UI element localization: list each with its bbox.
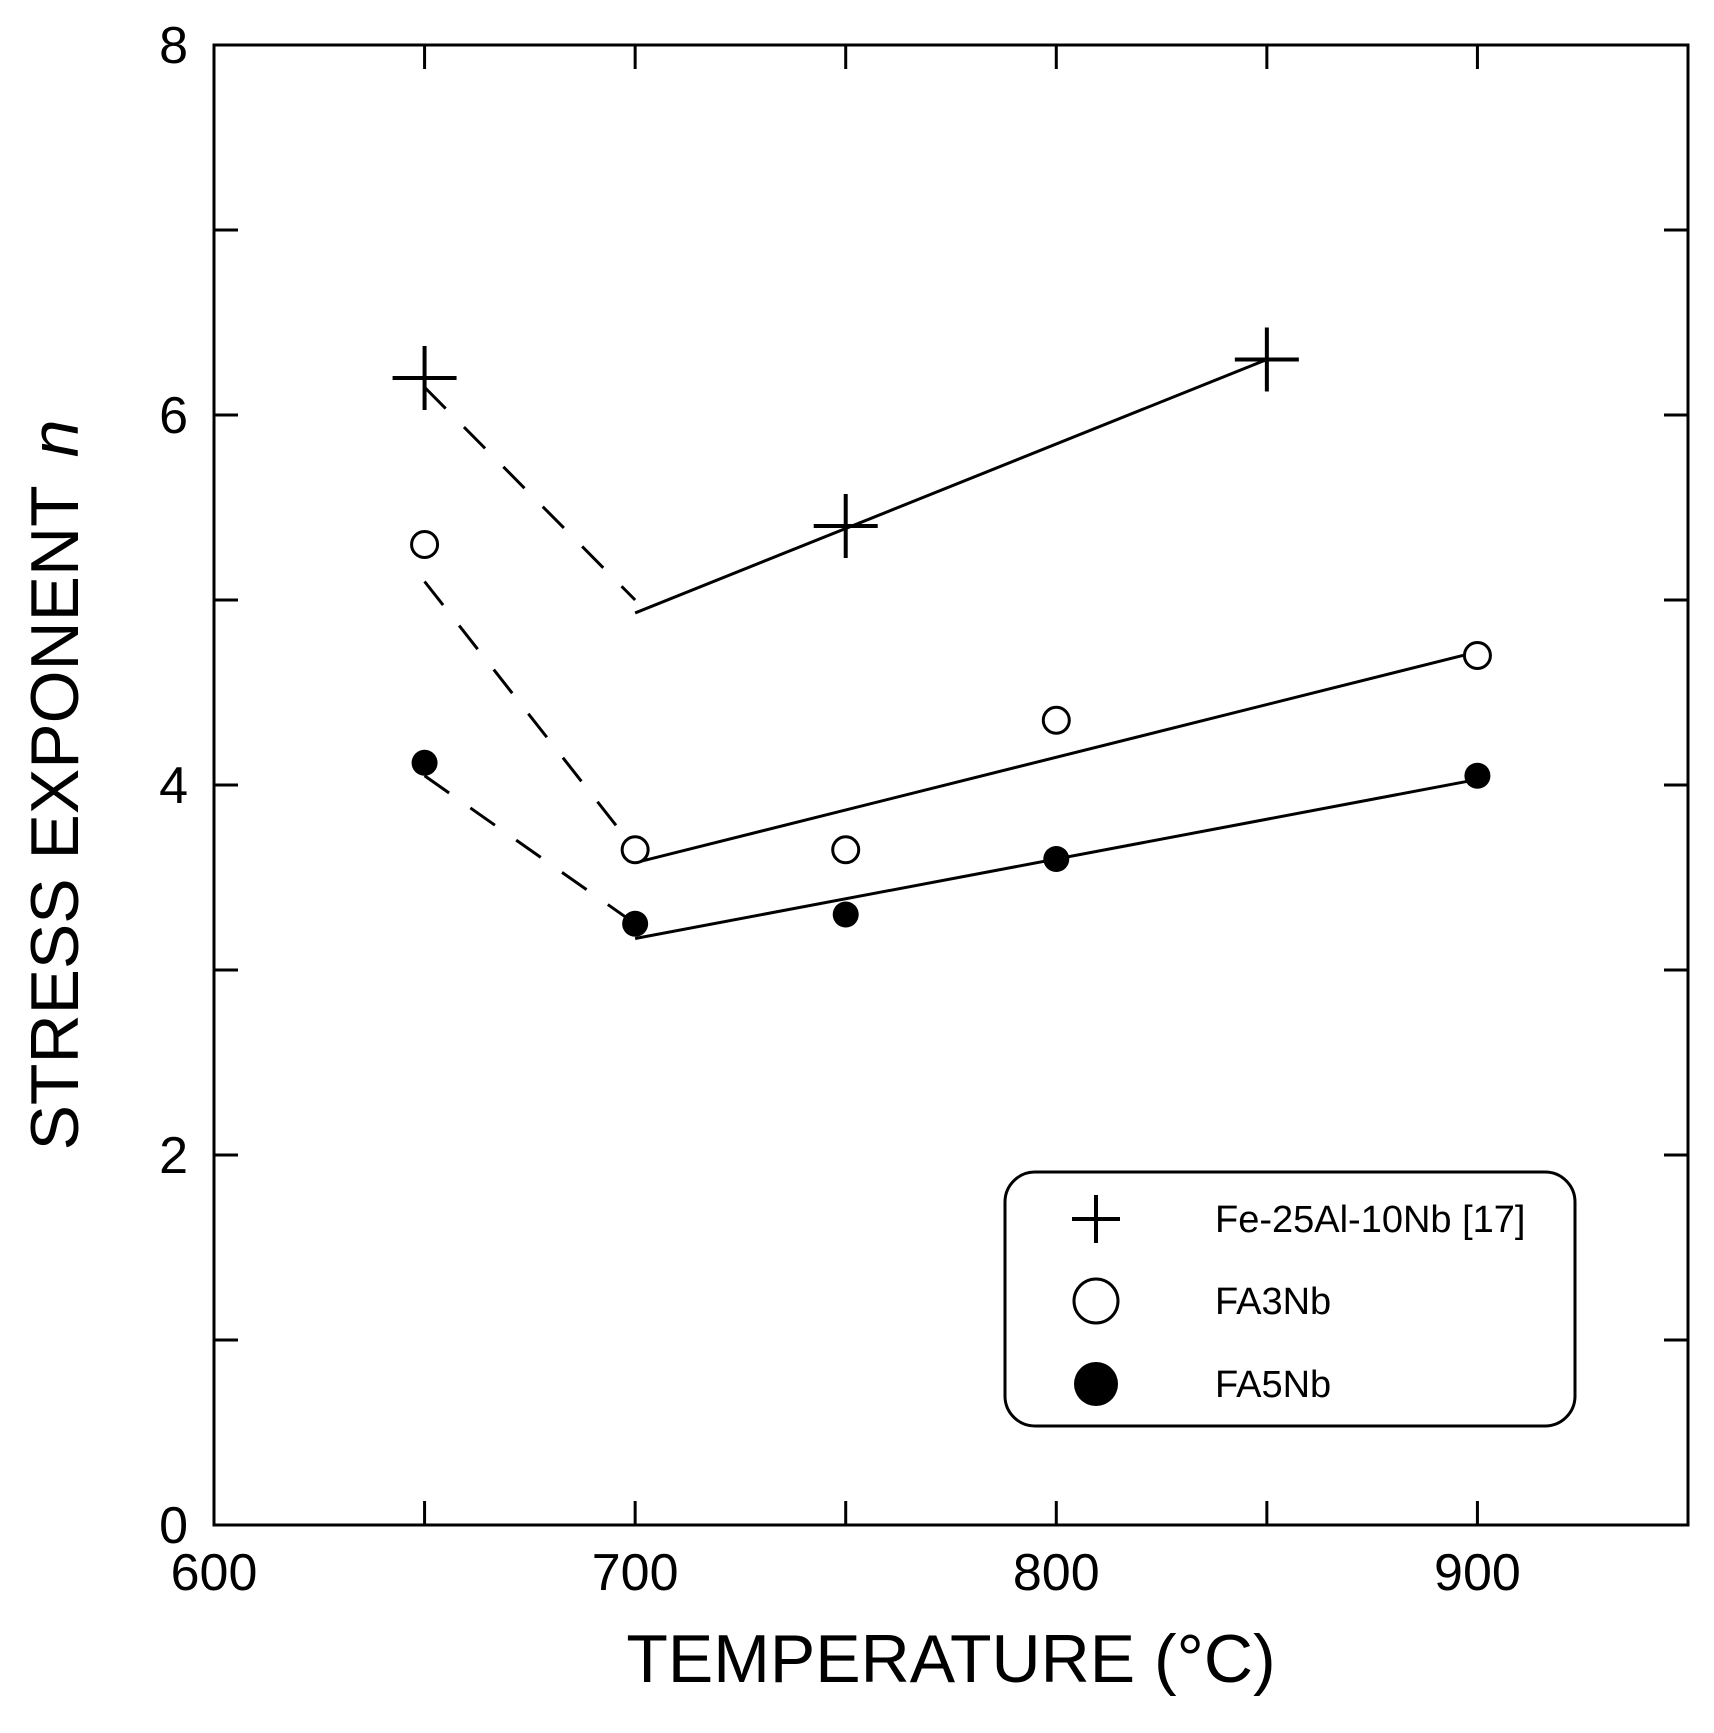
legend-marker-plus bbox=[1072, 1195, 1120, 1243]
filled-circle-marker bbox=[1043, 846, 1070, 872]
y-axis-title-main: STRESS EXPONENT bbox=[17, 485, 93, 1150]
y-tick-label: 2 bbox=[159, 1127, 188, 1185]
x-tick-label: 700 bbox=[592, 1544, 679, 1602]
y-tick-label: 0 bbox=[159, 1497, 188, 1555]
y-tick-label: 8 bbox=[159, 17, 188, 75]
legend-marker-open-circle bbox=[1072, 1277, 1120, 1325]
filled-circle-marker bbox=[1464, 762, 1491, 789]
legend-label-fa3nb: FA3Nb bbox=[1215, 1281, 1331, 1323]
plus-marker bbox=[813, 494, 878, 558]
open-circle-marker bbox=[620, 835, 650, 865]
y-axis-title: STRESS EXPONENT n bbox=[17, 420, 93, 1151]
open-circle-marker bbox=[831, 835, 861, 865]
y-axis-title-italic: n bbox=[17, 420, 93, 458]
x-axis-title: TEMPERATURE (°C) bbox=[626, 1621, 1275, 1697]
series-0-dashed-line bbox=[423, 386, 637, 602]
x-tick-label: 600 bbox=[171, 1544, 258, 1602]
filled-circle-marker bbox=[832, 901, 859, 928]
axis-ticks: 600 700 800 900 0 2 4 6 8 bbox=[159, 17, 1688, 1602]
series-1-dashed-line bbox=[423, 580, 637, 851]
data-points bbox=[392, 327, 1492, 937]
open-circle-marker bbox=[1041, 705, 1071, 735]
series-2-dashed-line bbox=[423, 774, 637, 925]
legend: Fe-25Al-10Nb [17] FA3Nb FA5Nb bbox=[1003, 1170, 1577, 1428]
open-circle-marker bbox=[410, 530, 440, 559]
filled-circle-marker bbox=[411, 749, 438, 776]
legend-label-fa5nb: FA5Nb bbox=[1215, 1364, 1331, 1406]
series-1-solid-line bbox=[634, 650, 1478, 865]
y-tick-label: 6 bbox=[159, 387, 188, 445]
open-circle-marker bbox=[1462, 641, 1492, 670]
x-tick-label: 900 bbox=[1434, 1544, 1521, 1602]
legend-box bbox=[1003, 1170, 1577, 1428]
fit-lines bbox=[423, 358, 1478, 941]
legend-marker-filled-circle bbox=[1074, 1362, 1118, 1406]
x-tick-label: 800 bbox=[1013, 1544, 1100, 1602]
plus-marker bbox=[392, 346, 457, 410]
plus-marker bbox=[1234, 327, 1299, 392]
y-tick-label: 4 bbox=[159, 757, 188, 815]
series-0-solid-line bbox=[634, 358, 1268, 615]
legend-label-fe25al10nb: Fe-25Al-10Nb [17] bbox=[1215, 1199, 1526, 1241]
filled-circle-marker bbox=[622, 910, 649, 937]
